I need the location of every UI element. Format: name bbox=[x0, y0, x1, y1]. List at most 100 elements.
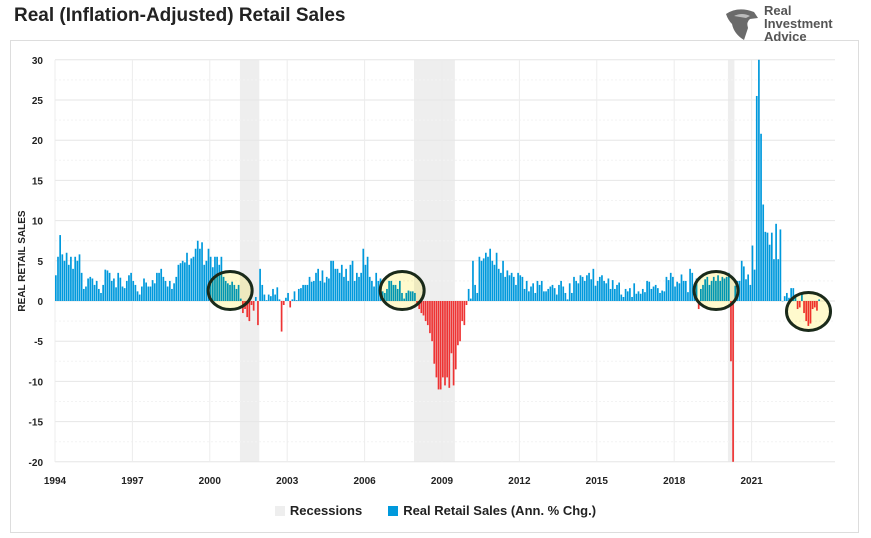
bar bbox=[270, 296, 272, 301]
bar bbox=[691, 272, 694, 301]
bar bbox=[545, 291, 547, 301]
bar bbox=[626, 291, 629, 301]
bar bbox=[63, 260, 66, 301]
bar bbox=[504, 276, 507, 301]
bar bbox=[321, 270, 324, 301]
bar bbox=[426, 301, 429, 326]
bar bbox=[777, 259, 780, 301]
bar bbox=[553, 288, 556, 301]
bar bbox=[437, 301, 440, 390]
bar bbox=[472, 260, 474, 301]
bar bbox=[768, 244, 771, 301]
bar bbox=[328, 278, 330, 301]
logo-word-3: Advice bbox=[764, 29, 807, 44]
plot-area: 1994 1997 2000 2003 2006 2009 2012 2015 2018 2021… bbox=[17, 56, 835, 487]
bar bbox=[95, 280, 98, 301]
bar bbox=[338, 272, 341, 301]
bar bbox=[730, 301, 732, 362]
bar bbox=[162, 276, 165, 301]
bar bbox=[760, 133, 762, 301]
bar bbox=[433, 301, 436, 364]
bar bbox=[786, 292, 788, 301]
legend: Recessions Real Retail Sales (Ann. % Chg… bbox=[0, 503, 871, 518]
bar bbox=[93, 284, 96, 301]
chart-frame bbox=[10, 40, 859, 533]
bar bbox=[549, 286, 552, 301]
bar bbox=[588, 272, 590, 301]
bar bbox=[100, 292, 102, 301]
bar bbox=[532, 283, 534, 301]
bar bbox=[356, 272, 358, 301]
bar bbox=[375, 272, 378, 301]
bar bbox=[536, 280, 539, 301]
bar bbox=[252, 301, 255, 311]
legend-swatch-retail-sales bbox=[388, 505, 399, 516]
bar bbox=[596, 280, 599, 301]
bar bbox=[773, 259, 775, 301]
bar bbox=[121, 286, 124, 301]
bar bbox=[261, 284, 264, 301]
bar bbox=[457, 301, 459, 346]
bar bbox=[117, 272, 120, 301]
bar bbox=[788, 297, 790, 301]
bar bbox=[125, 280, 128, 301]
bar bbox=[506, 270, 509, 301]
bar bbox=[465, 301, 468, 306]
legend-label-retail-sales: Real Retail Sales (Ann. % Chg.) bbox=[403, 503, 597, 518]
x-tick-label: 1997 bbox=[121, 476, 144, 487]
bar bbox=[635, 293, 638, 301]
x-tick-label: 2003 bbox=[276, 476, 299, 487]
bar bbox=[517, 272, 519, 301]
bar bbox=[186, 252, 188, 301]
highlight-outline bbox=[378, 270, 426, 312]
highlight-circle bbox=[692, 270, 740, 312]
bar bbox=[156, 272, 158, 301]
bar bbox=[130, 272, 132, 301]
bar bbox=[259, 268, 261, 301]
bar bbox=[323, 282, 326, 301]
bar bbox=[199, 248, 201, 301]
bar bbox=[620, 294, 623, 301]
bar bbox=[783, 296, 786, 301]
bar bbox=[57, 256, 59, 301]
bar bbox=[76, 260, 79, 301]
bar bbox=[639, 293, 642, 301]
bar bbox=[78, 254, 81, 301]
bar bbox=[454, 301, 457, 370]
legend-retail-sales: Real Retail Sales (Ann. % Chg.) bbox=[388, 503, 596, 518]
bar bbox=[792, 288, 795, 301]
bar bbox=[285, 297, 287, 301]
bar bbox=[377, 280, 380, 301]
bar bbox=[366, 256, 369, 301]
bar bbox=[80, 272, 83, 301]
bar bbox=[201, 242, 203, 301]
bar bbox=[424, 301, 427, 322]
bar bbox=[566, 299, 569, 301]
y-tick-label: 0 bbox=[37, 297, 43, 308]
bar bbox=[770, 232, 773, 301]
bar bbox=[521, 276, 524, 301]
bar bbox=[59, 235, 61, 301]
bar bbox=[753, 269, 756, 301]
bar bbox=[173, 283, 175, 301]
bar bbox=[371, 280, 373, 301]
bar bbox=[128, 275, 130, 301]
bar bbox=[422, 301, 425, 316]
bar bbox=[743, 266, 745, 301]
bar bbox=[166, 286, 169, 301]
bar bbox=[463, 301, 466, 326]
bar bbox=[775, 223, 777, 301]
bar bbox=[497, 268, 500, 301]
bar bbox=[67, 264, 70, 301]
bar bbox=[779, 229, 782, 301]
bar bbox=[136, 291, 139, 301]
bar bbox=[209, 256, 212, 301]
bar bbox=[143, 278, 145, 301]
bar bbox=[568, 283, 571, 301]
bar bbox=[362, 248, 365, 301]
bar bbox=[308, 276, 311, 301]
bar bbox=[547, 288, 550, 301]
bar bbox=[160, 268, 163, 301]
bar bbox=[115, 287, 117, 301]
